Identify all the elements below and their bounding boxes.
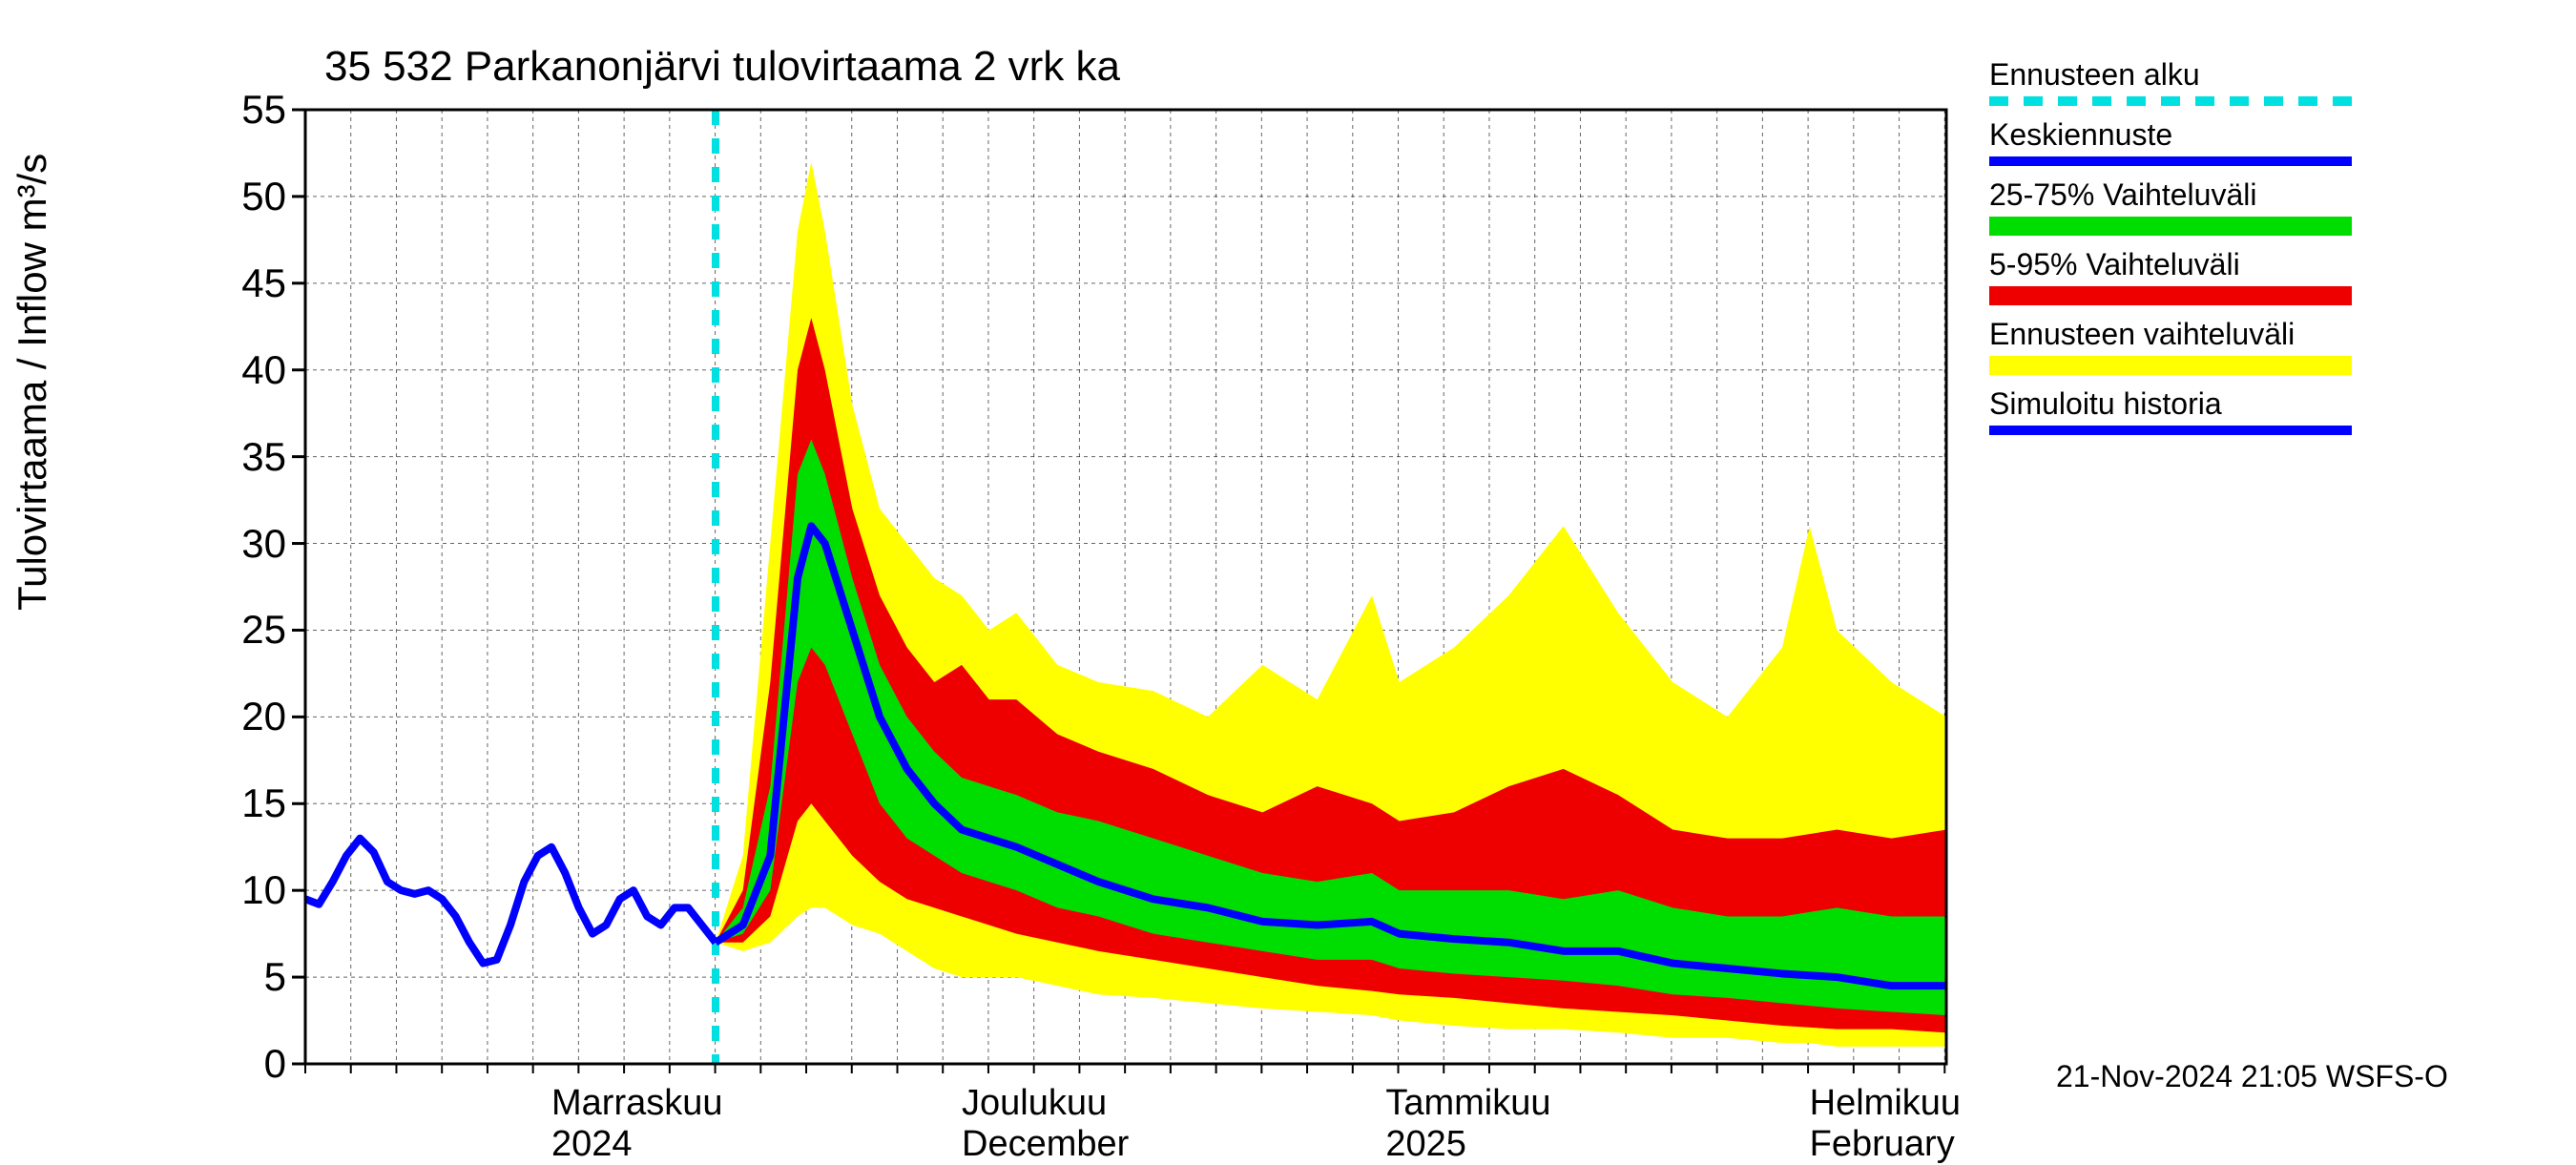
y-tick-label: 30 bbox=[241, 521, 286, 567]
legend-item-history: Simuloitu historia bbox=[1989, 386, 2352, 435]
y-tick-label: 20 bbox=[241, 694, 286, 739]
x-tick-label: Marraskuu2024 bbox=[551, 1083, 723, 1165]
plot-svg bbox=[305, 110, 1946, 1064]
legend-swatch-red bbox=[1989, 286, 2352, 305]
x-tick-label: Tammikuu2025 bbox=[1385, 1083, 1550, 1165]
y-tick-label: 5 bbox=[264, 954, 286, 1000]
footer-timestamp: 21-Nov-2024 21:05 WSFS-O bbox=[2056, 1059, 2448, 1094]
legend-label: Keskiennuste bbox=[1989, 117, 2352, 153]
y-tick-label: 0 bbox=[264, 1041, 286, 1087]
x-tick-label: HelmikuuFebruary bbox=[1810, 1083, 1961, 1165]
chart-title: 35 532 Parkanonjärvi tulovirtaama 2 vrk … bbox=[324, 43, 1120, 91]
x-tick-label: JoulukuuDecember bbox=[962, 1083, 1129, 1165]
chart-container: 35 532 Parkanonjärvi tulovirtaama 2 vrk … bbox=[0, 0, 2576, 1145]
legend-label: 5-95% Vaihteluväli bbox=[1989, 247, 2352, 282]
legend: Ennusteen alku Keskiennuste 25-75% Vaiht… bbox=[1989, 57, 2352, 447]
y-tick-label: 15 bbox=[241, 780, 286, 826]
legend-swatch-blue bbox=[1989, 156, 2352, 166]
y-tick-label: 45 bbox=[241, 260, 286, 306]
legend-label: Simuloitu historia bbox=[1989, 386, 2352, 422]
legend-swatch-green bbox=[1989, 217, 2352, 236]
legend-label: 25-75% Vaihteluväli bbox=[1989, 177, 2352, 213]
y-axis-label: Tulovirtaama / Inflow m³/s bbox=[10, 154, 55, 611]
y-tick-label: 35 bbox=[241, 434, 286, 480]
legend-label: Ennusteen alku bbox=[1989, 57, 2352, 93]
legend-swatch-blue bbox=[1989, 426, 2352, 435]
legend-label: Ennusteen vaihteluväli bbox=[1989, 317, 2352, 352]
legend-item-25-75: 25-75% Vaihteluväli bbox=[1989, 177, 2352, 236]
legend-swatch-yellow bbox=[1989, 356, 2352, 375]
y-tick-label: 40 bbox=[241, 347, 286, 393]
y-tick-label: 50 bbox=[241, 174, 286, 219]
legend-item-forecast-start: Ennusteen alku bbox=[1989, 57, 2352, 106]
y-tick-label: 10 bbox=[241, 867, 286, 913]
legend-item-5-95: 5-95% Vaihteluväli bbox=[1989, 247, 2352, 305]
y-tick-label: 25 bbox=[241, 607, 286, 653]
legend-item-full-range: Ennusteen vaihteluväli bbox=[1989, 317, 2352, 375]
legend-item-median: Keskiennuste bbox=[1989, 117, 2352, 166]
y-tick-label: 55 bbox=[241, 87, 286, 133]
legend-swatch-dashed bbox=[1989, 96, 2352, 106]
